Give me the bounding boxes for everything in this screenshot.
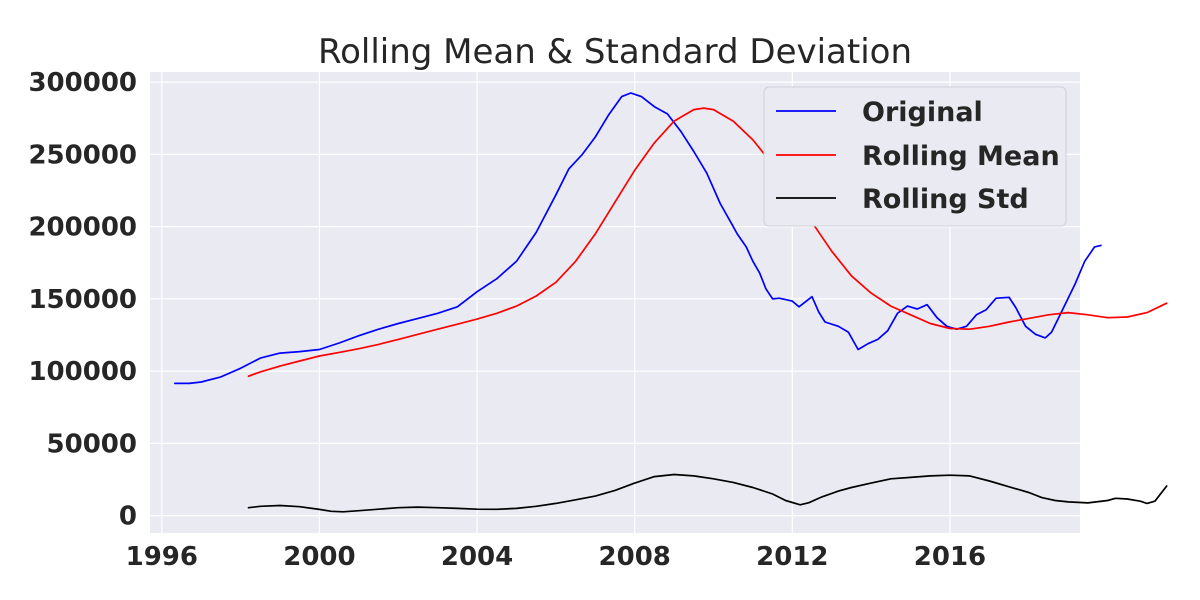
legend: Original Rolling Mean Rolling Std (763, 86, 1067, 227)
y-tick-label: 0 (119, 502, 137, 532)
x-tick-label: 2016 (914, 542, 986, 572)
y-tick-label: 100000 (28, 357, 137, 387)
x-axis: 1996 2000 2004 2008 2012 2016 (126, 542, 987, 572)
legend-label-original: Original (862, 97, 983, 128)
y-tick-label: 250000 (28, 140, 137, 170)
legend-label-rolling-mean: Rolling Mean (862, 141, 1060, 172)
x-tick-label: 2004 (441, 542, 513, 572)
series-line-rolling-mean (247, 107, 1168, 378)
y-tick-label: 150000 (28, 285, 137, 315)
y-axis: 0 50000 100000 150000 200000 250000 300000 (28, 68, 137, 532)
series-line-original (173, 92, 1102, 385)
series-line-rolling-std (247, 473, 1168, 513)
chart-title: Rolling Mean & Standard Deviation (318, 32, 912, 72)
y-tick-label: 50000 (47, 429, 137, 459)
y-tick-label: 300000 (28, 68, 137, 98)
x-tick-label: 1996 (126, 542, 198, 572)
x-tick-label: 2000 (283, 542, 355, 572)
series-layer (173, 92, 1168, 513)
x-tick-label: 2008 (599, 542, 671, 572)
x-tick-label: 2012 (756, 542, 828, 572)
legend-box (763, 86, 1067, 227)
y-tick-label: 200000 (28, 213, 137, 243)
legend-label-rolling-std: Rolling Std (862, 184, 1029, 215)
